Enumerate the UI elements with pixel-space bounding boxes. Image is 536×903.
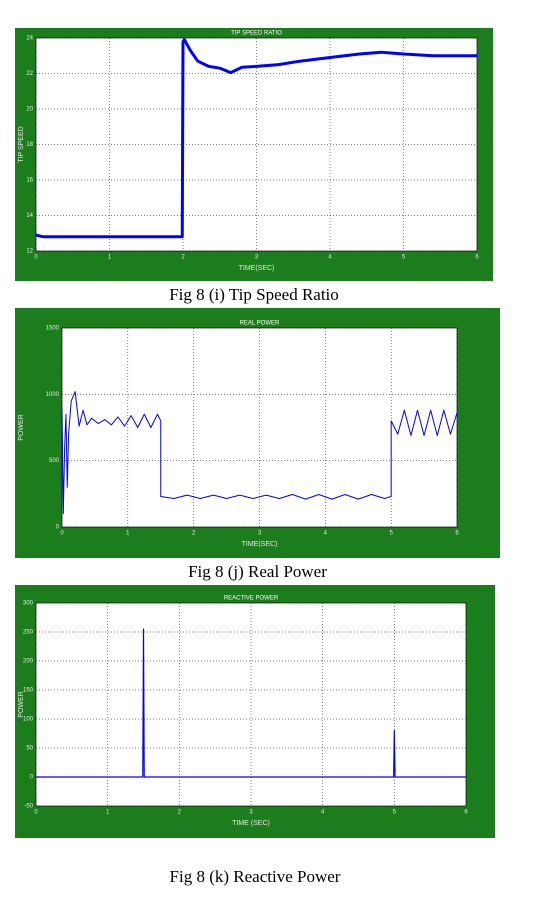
x-tick-label: 0 xyxy=(34,255,38,261)
x-tick-label: 0 xyxy=(34,810,38,816)
x-tick-label: 0 xyxy=(60,531,64,537)
y-axis-label: POWER xyxy=(18,691,25,717)
data-line xyxy=(61,391,458,515)
y-tick-label: 20 xyxy=(26,107,33,113)
y-tick-label: 0 xyxy=(56,525,60,531)
figure: 0 1 2 3 4 5 6 0 500 1000 1500 REAL POWER TIME(SEC) PO… xyxy=(15,308,500,581)
y-tick-label: 1500 xyxy=(46,326,60,332)
chart-title: REAL POWER xyxy=(240,321,280,327)
y-tick-label: 250 xyxy=(23,630,34,636)
x-tick-label: 3 xyxy=(258,531,262,537)
y-axis-label: TIP SPEED xyxy=(18,126,25,162)
x-tick-label: 5 xyxy=(393,810,397,816)
x-tick-label: 1 xyxy=(106,810,110,816)
y-tick-label: 50 xyxy=(26,746,33,752)
y-tick-label: 500 xyxy=(49,458,60,464)
figure-caption: Fig 8 (k) Reactive Power xyxy=(170,867,341,886)
y-tick-label: 22 xyxy=(26,71,33,77)
chart-title: TIP SPEED RATIO xyxy=(231,31,282,37)
figure-caption: Fig 8 (i) Tip Speed Ratio xyxy=(169,285,339,304)
chart-title: REACTIVE POWER xyxy=(224,596,279,602)
y-tick-label: 200 xyxy=(23,659,34,665)
plot-border xyxy=(35,37,478,252)
y-tick-label: 18 xyxy=(26,142,33,148)
x-tick-label: 2 xyxy=(181,255,185,261)
x-tick-label: 6 xyxy=(475,255,479,261)
x-tick-label: 1 xyxy=(108,255,112,261)
x-tick-label: 3 xyxy=(249,810,253,816)
x-tick-label: 5 xyxy=(389,531,393,537)
y-tick-label: 150 xyxy=(23,688,34,694)
x-tick-label: 4 xyxy=(321,810,325,816)
y-tick-label: 1000 xyxy=(46,392,60,398)
x-axis-label: TIME(SEC) xyxy=(239,265,275,272)
x-tick-label: 3 xyxy=(255,255,259,261)
y-tick-label: 16 xyxy=(26,178,33,184)
x-tick-label: 1 xyxy=(126,531,130,537)
y-tick-label: 100 xyxy=(23,717,34,723)
x-tick-label: 2 xyxy=(192,531,196,537)
x-axis-label: TIME(SEC) xyxy=(242,541,278,548)
y-tick-label: 14 xyxy=(26,213,33,219)
plot-border xyxy=(35,602,467,807)
x-tick-label: 5 xyxy=(402,255,406,261)
y-tick-label: 24 xyxy=(26,36,33,42)
y-tick-label: 12 xyxy=(26,249,33,255)
y-axis-label: POWER xyxy=(18,414,25,440)
figure-caption: Fig 8 (j) Real Power xyxy=(188,562,327,581)
x-tick-label: 4 xyxy=(324,531,328,537)
x-tick-label: 4 xyxy=(328,255,332,261)
x-axis-label: TIME (SEC) xyxy=(232,820,270,827)
y-tick-label: 0 xyxy=(30,775,34,781)
x-tick-label: 2 xyxy=(178,810,182,816)
x-tick-label: 6 xyxy=(464,810,468,816)
y-tick-label: 300 xyxy=(23,601,34,607)
data-line xyxy=(36,628,466,778)
x-tick-label: 6 xyxy=(455,531,459,537)
data-line xyxy=(35,38,477,239)
y-tick-label: -50 xyxy=(24,804,33,810)
